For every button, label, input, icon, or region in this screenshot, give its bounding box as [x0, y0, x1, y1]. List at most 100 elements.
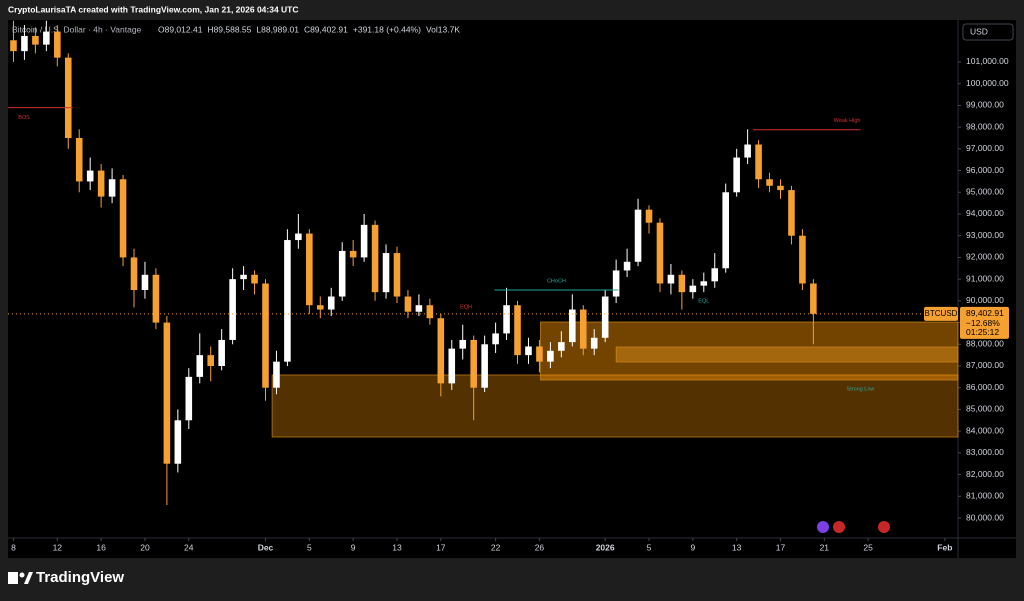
y-tick-label: 92,000.00	[966, 252, 1004, 262]
brand: TradingView	[36, 569, 124, 586]
candle-body	[273, 361, 280, 388]
candle-body	[196, 355, 204, 377]
candle-body	[54, 31, 61, 58]
x-tick-label: Dec	[258, 542, 274, 552]
candle-body	[130, 257, 138, 290]
candle-body	[97, 170, 105, 197]
event-icons	[817, 521, 890, 533]
candle-body	[777, 185, 784, 191]
candle-body	[119, 179, 127, 258]
x-tick-label: 5	[307, 542, 312, 552]
candle-body	[163, 322, 171, 464]
x-tick-label: 12	[53, 542, 63, 552]
x-tick-label: 17	[436, 542, 446, 552]
candle-body	[152, 274, 160, 323]
y-tick-label: 99,000.00	[966, 100, 1004, 110]
candle-body	[327, 296, 335, 310]
candle-body	[262, 283, 269, 388]
candle-body	[360, 224, 368, 258]
candle-body	[525, 346, 532, 356]
candle-body	[295, 233, 302, 241]
note-label: EQL	[698, 298, 709, 304]
x-tick-label: 13	[392, 542, 402, 552]
candle-body	[722, 192, 729, 269]
candle-body	[251, 274, 258, 284]
y-tick-label: 98,000.00	[966, 121, 1004, 131]
x-tick-label: 21	[820, 542, 830, 552]
candle-body	[569, 309, 576, 343]
candle-body	[306, 233, 313, 306]
ohlc-label: H89,588.55	[207, 24, 251, 34]
x-tick-label: 26	[535, 542, 545, 552]
candle-body	[75, 137, 83, 182]
candle-body	[284, 240, 291, 362]
candle-body	[634, 209, 642, 262]
x-tick-label: 17	[776, 542, 786, 552]
currency-box[interactable]	[962, 23, 1014, 41]
y-tick-label: 95,000.00	[966, 187, 1004, 197]
candle-body	[470, 339, 477, 388]
zone	[271, 374, 959, 438]
candle-body	[601, 296, 609, 338]
candle-body	[393, 253, 401, 297]
candle-body	[32, 35, 39, 45]
ticker: BTCUSD	[925, 309, 958, 318]
candle-body	[86, 170, 94, 182]
candle-body	[10, 40, 17, 52]
candle-body	[338, 250, 346, 297]
candle-body	[536, 346, 543, 362]
candle-body	[645, 209, 653, 223]
candle-body	[448, 348, 456, 384]
note-label: EQH	[460, 304, 472, 310]
ohlc-label: +391.18 (+0.44%)	[353, 24, 421, 34]
ticker-box	[924, 306, 958, 321]
candle-body	[656, 222, 664, 284]
candle-body	[141, 274, 149, 290]
candle-body	[218, 339, 225, 366]
candle-body	[788, 190, 795, 236]
countdown: 01:25:12	[966, 327, 999, 337]
candle-body	[459, 339, 467, 349]
candle-body	[207, 355, 214, 366]
candle-body	[437, 318, 445, 384]
candle-body	[579, 309, 587, 349]
candle-body	[349, 250, 357, 258]
y-tick-label: 80,000.00	[966, 512, 1004, 522]
candle-body	[547, 350, 554, 362]
y-tick-label: 85,000.00	[966, 404, 1004, 414]
x-tick-label: Feb	[937, 542, 952, 552]
candle-body	[558, 342, 565, 351]
x-tick-label: 9	[690, 542, 695, 552]
x-tick-label: 13	[732, 542, 742, 552]
candle-body	[492, 333, 499, 345]
candle-body	[108, 179, 116, 197]
y-tick-label: 90,000.00	[966, 295, 1004, 305]
candle-body	[623, 261, 631, 271]
candle-body	[229, 279, 236, 340]
candle-body	[21, 35, 28, 52]
x-tick-label: 22	[491, 542, 501, 552]
y-tick-label: 86,000.00	[966, 382, 1004, 392]
x-tick-label: 25	[863, 542, 873, 552]
candle-body	[404, 296, 412, 312]
candle-body	[64, 57, 72, 138]
candle-body	[43, 31, 50, 45]
author-line: CryptoLaurisaTA created with TradingView…	[8, 4, 299, 14]
note-label: Strong Low	[847, 386, 875, 392]
y-tick-label: 87,000.00	[966, 360, 1004, 370]
candle-body	[733, 157, 740, 193]
y-tick-label: 81,000.00	[966, 491, 1004, 501]
ohlc-label: Vol13.7K	[426, 24, 460, 34]
candle-body	[174, 420, 182, 464]
candle-body	[744, 144, 751, 158]
y-tick-label: 84,000.00	[966, 425, 1004, 435]
y-tick-label: 94,000.00	[966, 208, 1004, 218]
candle-body	[514, 305, 521, 356]
candle-body	[810, 283, 817, 314]
candle-body	[700, 281, 708, 286]
currency[interactable]: USD	[970, 26, 988, 36]
change: −12.68%	[966, 318, 1000, 328]
candle-body	[316, 305, 324, 310]
candle-body	[481, 344, 488, 388]
